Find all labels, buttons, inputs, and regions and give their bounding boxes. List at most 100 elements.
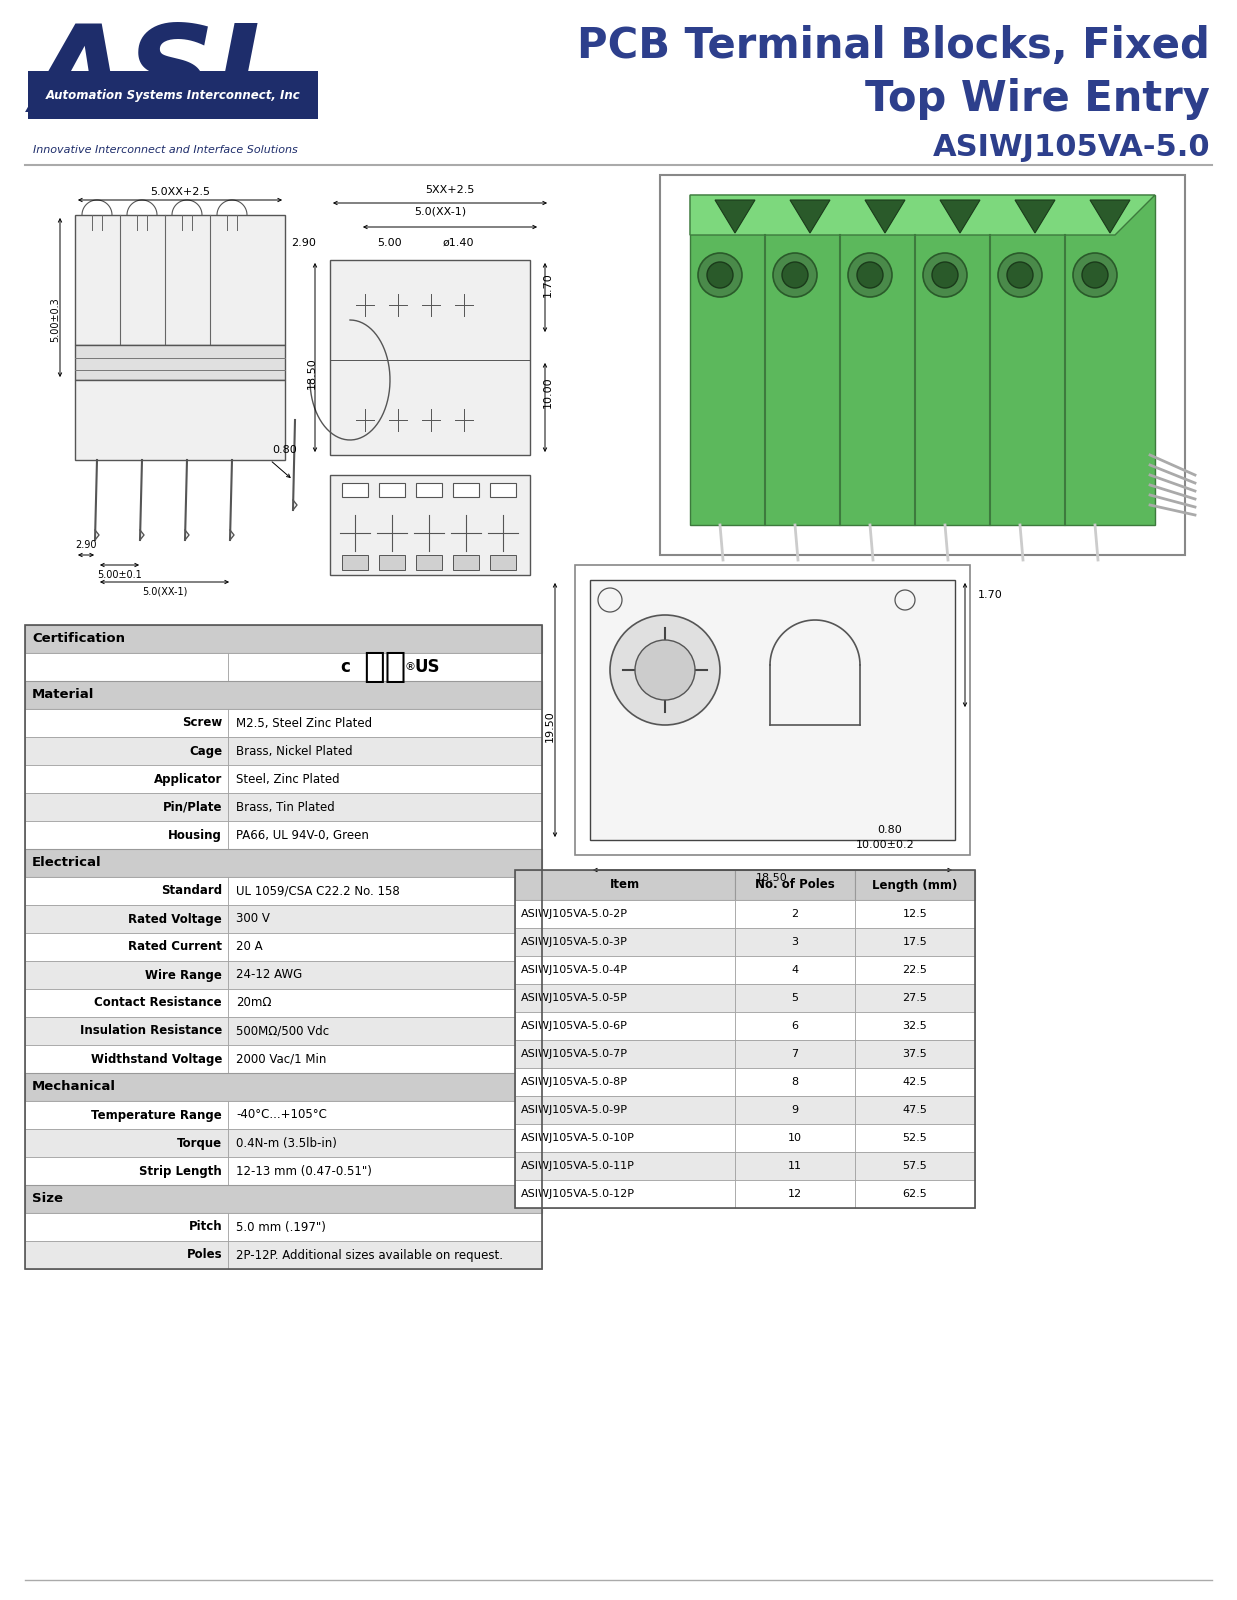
Text: 5: 5 [792, 994, 799, 1003]
Circle shape [635, 640, 695, 701]
Bar [228, 989, 542, 1018]
Text: ASI: ASI [33, 19, 261, 138]
Text: UL 1059/CSA C22.2 No. 158: UL 1059/CSA C22.2 No. 158 [236, 885, 400, 898]
Bar [379, 483, 404, 498]
Text: 10.00: 10.00 [543, 376, 553, 408]
Bar [228, 821, 542, 850]
Bar [735, 984, 855, 1013]
Text: 1.70: 1.70 [978, 590, 1003, 600]
Text: 12-13 mm (0.47-0.51"): 12-13 mm (0.47-0.51") [236, 1165, 372, 1178]
Text: 5.0(XX-1): 5.0(XX-1) [414, 206, 466, 218]
Bar [25, 709, 228, 738]
Text: -40°C...+105°C: -40°C...+105°C [236, 1109, 327, 1122]
Text: 4: 4 [792, 965, 799, 974]
Circle shape [998, 253, 1042, 298]
Bar [855, 984, 975, 1013]
Text: Poles: Poles [187, 1248, 221, 1261]
Bar [515, 1096, 735, 1123]
Bar [228, 933, 542, 962]
Text: PA66, UL 94V-0, Green: PA66, UL 94V-0, Green [236, 829, 369, 842]
Bar [855, 1040, 975, 1069]
Bar [25, 906, 228, 933]
Text: Applicator: Applicator [153, 773, 221, 786]
Text: ASIWJ105VA-5.0-7P: ASIWJ105VA-5.0-7P [521, 1050, 628, 1059]
Text: Steel, Zinc Plated: Steel, Zinc Plated [236, 773, 340, 786]
Text: Pitch: Pitch [188, 1221, 221, 1234]
Bar [25, 682, 542, 709]
Text: 5.00: 5.00 [377, 238, 402, 248]
Polygon shape [690, 195, 1155, 235]
Bar [228, 877, 542, 906]
Bar [416, 555, 442, 570]
Bar [515, 1013, 735, 1040]
Bar [228, 1130, 542, 1157]
Text: 0.80: 0.80 [272, 445, 297, 454]
Text: 47.5: 47.5 [903, 1106, 928, 1115]
Text: 9: 9 [792, 1106, 799, 1115]
Circle shape [782, 262, 808, 288]
Bar [515, 1069, 735, 1096]
Bar [228, 794, 542, 821]
Polygon shape [790, 200, 830, 234]
Bar [25, 14, 320, 160]
Text: 5.0XX+2.5: 5.0XX+2.5 [150, 187, 210, 197]
Text: Pin/Plate: Pin/Plate [162, 800, 221, 813]
Bar [515, 899, 735, 928]
Bar [855, 1013, 975, 1040]
Bar [25, 1157, 228, 1186]
Text: 12: 12 [788, 1189, 802, 1198]
Bar [855, 928, 975, 955]
Bar [575, 565, 970, 854]
Text: 37.5: 37.5 [903, 1050, 928, 1059]
Text: Rated Current: Rated Current [127, 941, 221, 954]
Text: 5.0(XX-1): 5.0(XX-1) [142, 587, 188, 597]
Text: ASIWJ105VA-5.0-12P: ASIWJ105VA-5.0-12P [521, 1189, 635, 1198]
Bar [855, 1096, 975, 1123]
Text: 5XX+2.5: 5XX+2.5 [426, 186, 475, 195]
Bar [25, 1101, 228, 1130]
Bar [735, 870, 855, 899]
Bar [379, 555, 404, 570]
Bar [735, 1152, 855, 1181]
Bar [515, 870, 975, 1208]
Bar [735, 1069, 855, 1096]
Text: ⓊⓁ: ⓊⓁ [364, 650, 407, 685]
Text: Insulation Resistance: Insulation Resistance [79, 1024, 221, 1037]
Circle shape [857, 262, 883, 288]
Bar [25, 765, 228, 794]
Circle shape [849, 253, 892, 298]
Text: 2.90: 2.90 [291, 238, 315, 248]
Polygon shape [1090, 200, 1131, 234]
Bar [25, 877, 228, 906]
Text: Torque: Torque [177, 1136, 221, 1149]
Bar [515, 928, 735, 955]
Bar [228, 709, 542, 738]
Text: 300 V: 300 V [236, 912, 270, 925]
Bar [735, 1181, 855, 1208]
Bar [75, 379, 285, 461]
Bar [690, 195, 1155, 525]
Circle shape [610, 614, 720, 725]
Bar [228, 738, 542, 765]
Text: 0.4N-m (3.5lb-in): 0.4N-m (3.5lb-in) [236, 1136, 336, 1149]
Polygon shape [865, 200, 905, 234]
Text: 1.70: 1.70 [543, 272, 553, 298]
Bar [855, 1152, 975, 1181]
Bar [228, 1101, 542, 1130]
Text: 3: 3 [792, 938, 799, 947]
Bar [25, 933, 228, 962]
Text: Contact Resistance: Contact Resistance [94, 997, 221, 1010]
Bar [25, 626, 542, 653]
Text: ASIWJ105VA-5.0-4P: ASIWJ105VA-5.0-4P [521, 965, 628, 974]
Bar [25, 1130, 228, 1157]
Text: 2: 2 [792, 909, 799, 918]
Bar [25, 1213, 228, 1242]
Text: 500MΩ/500 Vdc: 500MΩ/500 Vdc [236, 1024, 329, 1037]
Circle shape [708, 262, 734, 288]
Text: 18.50: 18.50 [307, 357, 317, 389]
Text: 19.50: 19.50 [546, 710, 555, 742]
Text: ASIWJ105VA-5.0-3P: ASIWJ105VA-5.0-3P [521, 938, 628, 947]
Bar [490, 555, 516, 570]
Bar [25, 1074, 542, 1101]
Bar [25, 738, 228, 765]
